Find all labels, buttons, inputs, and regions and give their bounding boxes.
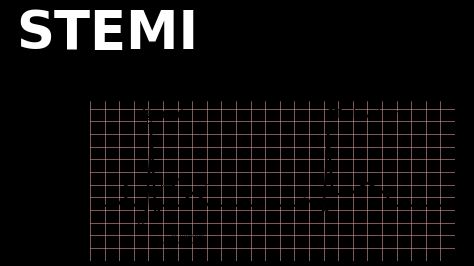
Text: Q: Q <box>137 222 144 232</box>
Text: ST elevation: ST elevation <box>327 108 401 121</box>
Text: R: R <box>146 119 154 129</box>
Text: Normal: Normal <box>142 108 184 121</box>
Text: STEMI: STEMI <box>17 8 199 60</box>
Text: P: P <box>123 181 129 191</box>
Text: ST Interval: ST Interval <box>170 233 204 238</box>
Text: S: S <box>156 227 163 237</box>
Text: T: T <box>202 184 209 194</box>
Text: ST Segment: ST Segment <box>150 177 189 182</box>
